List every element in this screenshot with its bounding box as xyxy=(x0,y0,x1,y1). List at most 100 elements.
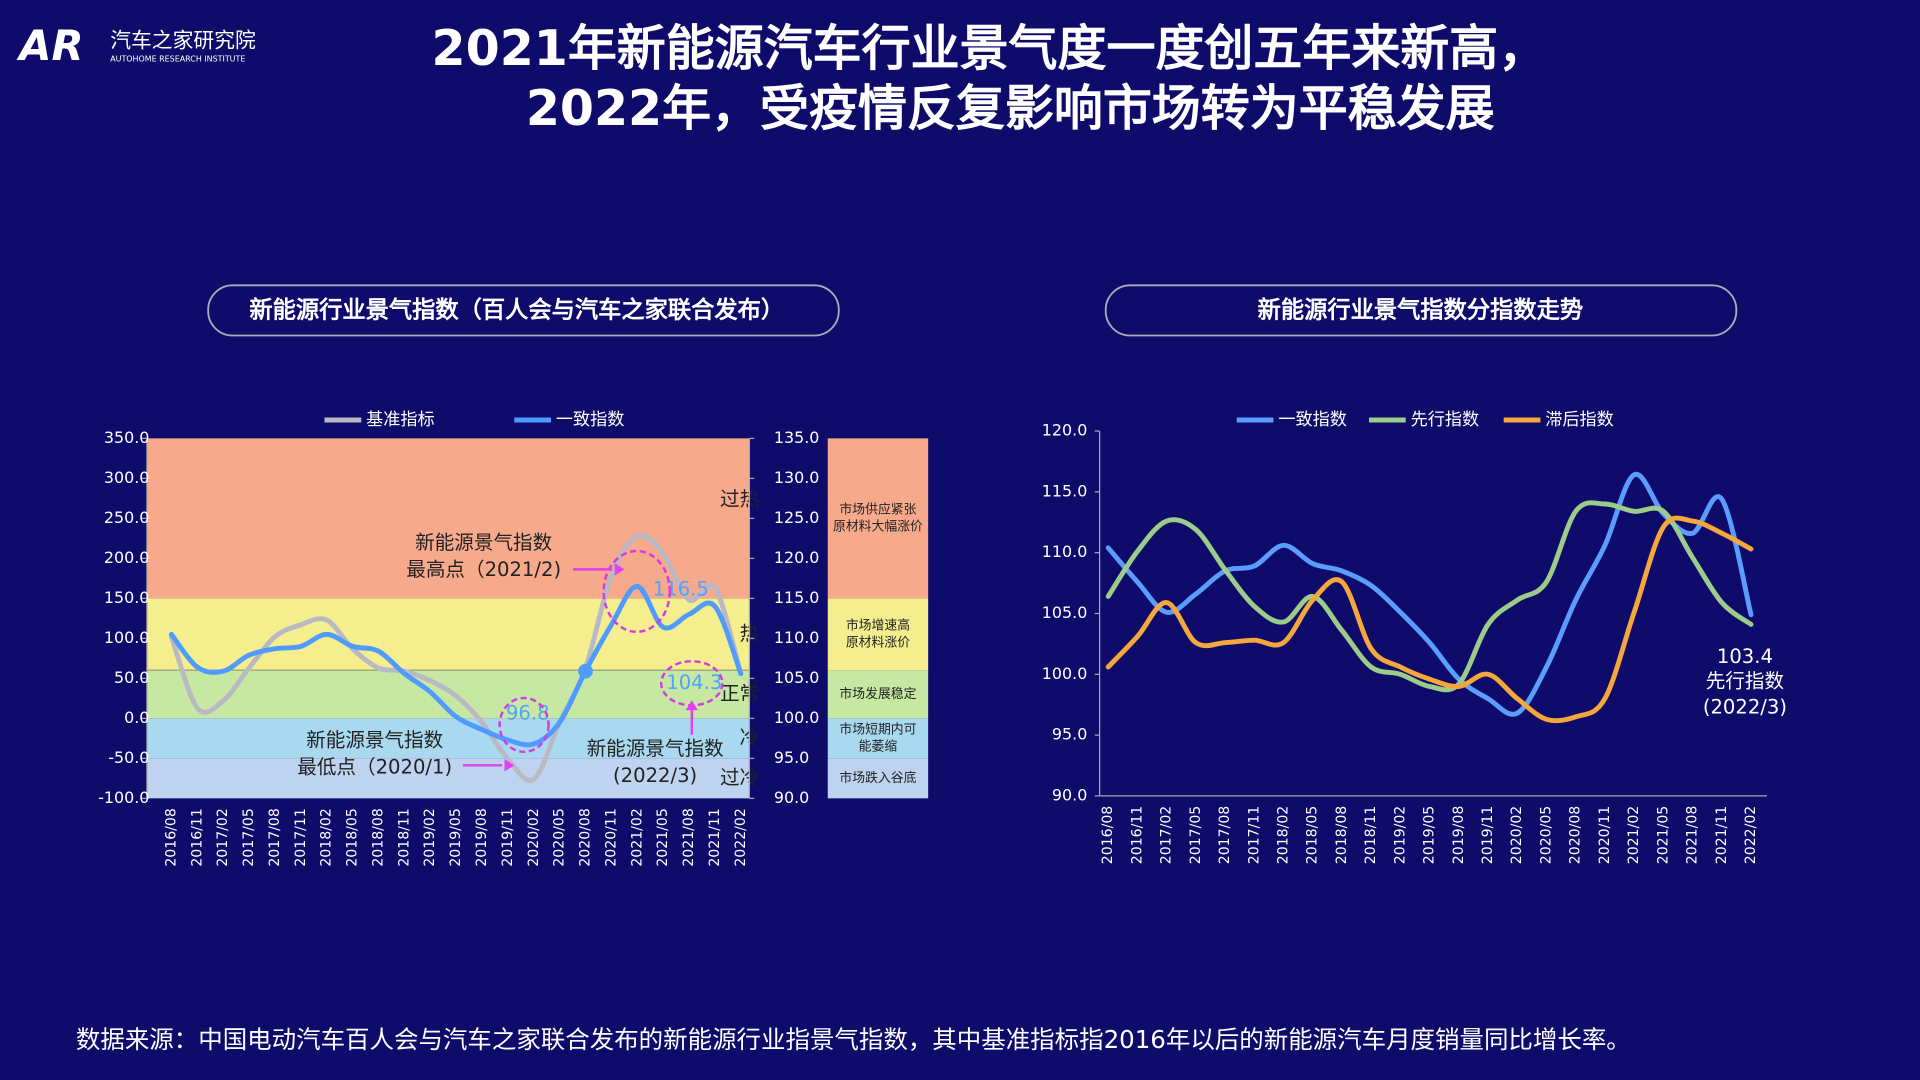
series-line xyxy=(1105,500,1754,693)
y2-tick-label: 95.0 xyxy=(774,748,809,767)
legend-label: 先行指数 xyxy=(1411,410,1479,430)
x-tick-label: 2021/08 xyxy=(681,808,697,867)
legend-label: 基准指标 xyxy=(366,410,435,430)
y-tick-label: 120.0 xyxy=(1042,421,1088,440)
y2-tick-label: 130.0 xyxy=(774,468,820,487)
x-tick-label: 2019/02 xyxy=(422,808,438,867)
y-tick-label: 100.0 xyxy=(104,628,150,647)
zone-note: 原材料涨价 xyxy=(846,635,910,650)
x-tick-label: 2020/11 xyxy=(603,808,619,867)
x-tick-label: 2021/05 xyxy=(655,808,671,867)
zone-label: 正常 xyxy=(720,682,759,705)
x-tick-label: 2018/08 xyxy=(370,808,386,867)
x-tick-label: 2021/05 xyxy=(1655,806,1671,865)
annotation: 103.4 xyxy=(1717,645,1773,668)
zone-band xyxy=(146,718,750,759)
zone-band xyxy=(146,598,750,671)
x-tick-label: 2019/02 xyxy=(1392,806,1408,865)
x-tick-label: 2020/11 xyxy=(1597,806,1613,865)
y-tick-label: 115.0 xyxy=(1042,481,1088,500)
zone-note: 市场增速高 xyxy=(846,617,910,633)
zone-note: 市场发展稳定 xyxy=(839,686,916,702)
x-tick-label: 2016/11 xyxy=(1129,806,1145,865)
y2-tick-label: 90.0 xyxy=(774,788,809,807)
legend-label: 一致指数 xyxy=(1278,410,1347,430)
zone-note: 原材料大幅涨价 xyxy=(833,519,923,534)
annotation: 116.5 xyxy=(653,578,709,601)
annotation: 最低点（2020/1) xyxy=(297,755,452,778)
series-line xyxy=(168,583,744,748)
x-tick-label: 2020/02 xyxy=(526,808,542,867)
annotation: (2022/3) xyxy=(1703,695,1787,718)
y2-tick-label: 135.0 xyxy=(774,428,820,447)
logo-mark: AR xyxy=(16,21,83,70)
y2-tick-label: 110.0 xyxy=(774,628,820,647)
y2-tick-label: 100.0 xyxy=(774,708,820,727)
title-line: 2022年，受疫情反复影响市场转为平稳发展 xyxy=(526,80,1495,137)
y-tick-label: 90.0 xyxy=(1052,785,1087,804)
y-tick-label: 200.0 xyxy=(104,548,150,567)
zone-note-box xyxy=(827,438,929,599)
zone-label: 过冷 xyxy=(720,766,759,789)
y2-tick-label: 115.0 xyxy=(774,588,820,607)
x-tick-label: 2017/11 xyxy=(293,808,309,867)
x-tick-label: 2020/05 xyxy=(1538,806,1554,865)
y2-tick-label: 125.0 xyxy=(774,508,820,527)
y-tick-label: 150.0 xyxy=(104,588,150,607)
x-tick-label: 2020/08 xyxy=(578,808,594,867)
x-tick-label: 2020/08 xyxy=(1568,806,1584,865)
highlight-dot xyxy=(578,663,593,679)
x-tick-label: 2019/11 xyxy=(500,808,516,867)
annotation: 最高点（2021/2) xyxy=(406,558,561,581)
zone-label: 过热 xyxy=(720,488,760,511)
annotation: 新能源景气指数 xyxy=(415,531,552,554)
x-tick-label: 2018/02 xyxy=(1275,806,1291,864)
y-tick-label: 110.0 xyxy=(1042,542,1088,561)
zone-note-box xyxy=(827,758,929,799)
zone-note-box xyxy=(827,598,929,671)
y-tick-label: 0.0 xyxy=(124,708,149,727)
callout-ring xyxy=(602,549,672,634)
arrow-head xyxy=(614,563,625,576)
annotation: 先行指数 xyxy=(1706,670,1785,693)
panel-header xyxy=(1104,284,1738,337)
x-tick-label: 2016/08 xyxy=(1100,806,1116,865)
x-tick-label: 2018/05 xyxy=(1305,806,1321,865)
y-tick-label: 100.0 xyxy=(1042,664,1088,683)
x-tick-label: 2020/05 xyxy=(552,808,568,867)
y-tick-label: 50.0 xyxy=(114,668,149,687)
title-line: 2021年新能源汽车行业景气度一度创五年来新高， xyxy=(432,20,1548,77)
chart-title: 新能源行业景气指数（百人会与汽车之家联合发布） xyxy=(249,297,784,324)
zone-note: 能萎缩 xyxy=(859,738,898,754)
x-tick-label: 2018/11 xyxy=(1363,806,1379,865)
arrow-head xyxy=(504,759,515,772)
x-tick-label: 2016/08 xyxy=(163,808,179,867)
zone-note: 市场供应紧张 xyxy=(839,501,916,517)
x-tick-label: 2018/02 xyxy=(319,808,335,867)
zone-note-box xyxy=(827,718,929,759)
x-tick-label: 2018/08 xyxy=(1334,806,1350,865)
chart-title: 新能源行业景气指数分指数走势 xyxy=(1258,297,1584,324)
annotation: 96.8 xyxy=(506,701,550,724)
legend-label: 一致指数 xyxy=(556,410,625,430)
y2-tick-label: 105.0 xyxy=(774,668,820,687)
zone-note: 市场短期内可 xyxy=(839,721,916,737)
x-tick-label: 2017/08 xyxy=(1217,806,1233,865)
y-tick-label: 95.0 xyxy=(1052,725,1087,744)
y-tick-label: -100.0 xyxy=(98,788,149,807)
x-tick-label: 2019/08 xyxy=(1451,806,1467,865)
y2-tick-label: 120.0 xyxy=(774,548,820,567)
x-tick-label: 2017/02 xyxy=(215,808,231,867)
y-tick-label: 105.0 xyxy=(1042,603,1088,622)
source-note: 数据来源：中国电动汽车百人会与汽车之家联合发布的新能源行业指景气指数，其中基准指… xyxy=(76,1025,1631,1054)
annotation: 新能源景气指数 xyxy=(306,728,443,751)
x-tick-label: 2017/11 xyxy=(1246,806,1262,865)
zone-band xyxy=(146,438,750,599)
callout-ring xyxy=(498,696,550,754)
legend-label: 滞后指数 xyxy=(1545,410,1614,430)
x-tick-label: 2017/05 xyxy=(1188,806,1204,865)
x-tick-label: 2019/05 xyxy=(1422,806,1438,865)
x-tick-label: 2017/08 xyxy=(267,808,283,867)
panel-header xyxy=(207,284,840,337)
